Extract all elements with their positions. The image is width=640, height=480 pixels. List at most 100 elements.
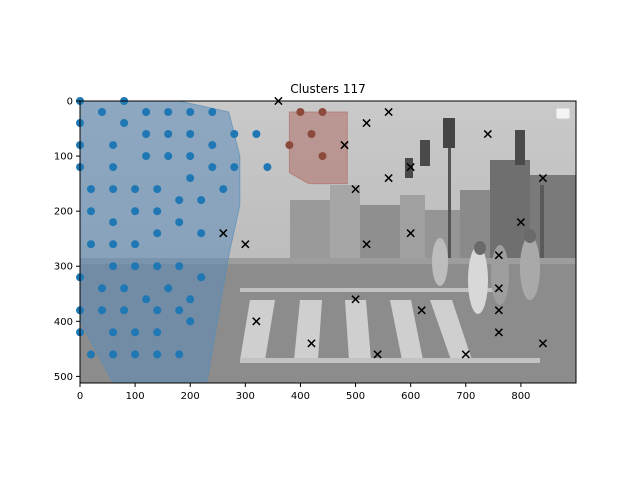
noise-point — [241, 240, 250, 249]
cluster-1-point — [186, 174, 195, 183]
x-tick-label: 800 — [511, 391, 530, 402]
cluster-1-point — [109, 163, 118, 172]
cluster-1-point — [142, 130, 151, 138]
x-tick-label: 500 — [346, 391, 365, 402]
cluster-1-point — [98, 284, 106, 293]
cluster-1-point — [142, 108, 151, 116]
cluster-1-point — [208, 163, 217, 172]
x-axis: 0 100 200 300 400 500 600 700 800 — [77, 383, 530, 402]
cluster-1-point — [87, 240, 95, 249]
noise-point — [494, 251, 503, 260]
cluster-1-point — [186, 295, 195, 304]
cluster-1-point — [131, 328, 140, 337]
cluster-2-point — [307, 130, 316, 138]
noise-point — [516, 218, 526, 227]
cluster-1-point — [208, 141, 217, 150]
cluster-1-point — [263, 163, 272, 172]
cluster-1-point — [109, 185, 118, 194]
noise-point — [373, 350, 382, 359]
cluster-1-point — [175, 196, 184, 205]
cluster-1-point — [109, 141, 118, 150]
noise-point — [351, 295, 360, 304]
cluster-1-point — [153, 328, 162, 337]
noise-point — [483, 129, 492, 139]
noise-point — [362, 118, 371, 128]
noise-point — [494, 306, 503, 315]
cluster-1-point — [142, 295, 151, 304]
noise-point — [494, 284, 503, 293]
cluster-2-point — [318, 108, 327, 116]
cluster-1-point — [186, 130, 195, 138]
cluster-1-point — [109, 328, 118, 337]
cluster-1-point — [153, 185, 162, 194]
cluster-1-point — [230, 163, 239, 172]
y-axis: 0 100 200 300 400 500 — [54, 97, 80, 383]
cluster-1-point — [197, 229, 206, 238]
cluster-1-point — [153, 306, 162, 315]
x-tick-label: 300 — [236, 391, 255, 402]
cluster-1-point — [131, 240, 140, 249]
cluster-1-point — [87, 350, 95, 359]
cluster-1-hull — [80, 101, 241, 383]
cluster-1-point — [164, 152, 173, 161]
y-tick-label: 100 — [54, 152, 73, 163]
cluster-1-point — [175, 306, 184, 315]
legend-box — [555, 107, 571, 120]
cluster-1-point — [186, 152, 195, 161]
cluster-1-point — [153, 229, 162, 238]
cluster-2-point — [285, 141, 294, 150]
noise-point — [538, 339, 548, 348]
cluster-1-point — [164, 130, 173, 138]
cluster-1-point — [142, 152, 151, 161]
noise-point — [384, 173, 393, 183]
cluster-1-point — [98, 306, 106, 315]
x-tick-label: 400 — [291, 391, 310, 402]
cluster-1-point — [109, 350, 118, 359]
noise-point — [351, 184, 360, 194]
cluster-1-point — [186, 108, 195, 116]
cluster-1-point — [219, 185, 228, 194]
cluster-1-point — [230, 130, 239, 138]
cluster-hulls — [80, 101, 348, 383]
cluster-1-point — [109, 218, 118, 227]
noise-point — [252, 317, 261, 326]
cluster-1-point — [131, 350, 140, 359]
cluster-1-point — [197, 273, 206, 282]
noise-point — [362, 240, 371, 249]
cluster-1-point — [153, 350, 162, 359]
x-tick-label: 700 — [456, 391, 475, 402]
cluster-1-point — [252, 130, 261, 138]
cluster-1-point — [87, 185, 95, 194]
cluster-1-point — [197, 196, 206, 205]
cluster-2-hull — [288, 111, 348, 185]
x-tick-label: 200 — [181, 391, 200, 402]
cluster-1-point — [186, 317, 195, 326]
cluster-1-point — [153, 207, 162, 216]
cluster-1-point — [164, 108, 173, 116]
cluster-1-point — [208, 108, 217, 116]
x-tick-label: 100 — [126, 391, 145, 402]
noise-point — [340, 140, 349, 150]
cluster-1-point — [164, 284, 173, 293]
chart-title: Clusters 117 — [290, 82, 366, 96]
cluster-1-point — [131, 262, 140, 271]
noise-point — [406, 229, 415, 238]
cluster-1-point — [175, 350, 184, 359]
y-tick-label: 200 — [54, 207, 73, 218]
cluster-2-point — [318, 152, 327, 161]
y-tick-label: 300 — [54, 262, 73, 273]
cluster-1-point — [87, 207, 95, 216]
cluster-1-point — [98, 108, 106, 116]
y-tick-label: 400 — [54, 317, 73, 328]
cluster-1-point — [109, 240, 118, 249]
cluster-2-point — [296, 108, 305, 116]
x-tick-label: 0 — [77, 391, 83, 402]
noise-point — [417, 306, 426, 315]
cluster-1-point — [153, 262, 162, 271]
y-tick-label: 0 — [67, 97, 73, 108]
cluster-1-point — [175, 262, 184, 271]
cluster-1-point — [131, 185, 140, 194]
y-tick-label: 500 — [54, 372, 73, 383]
cluster-1-point — [120, 119, 129, 127]
